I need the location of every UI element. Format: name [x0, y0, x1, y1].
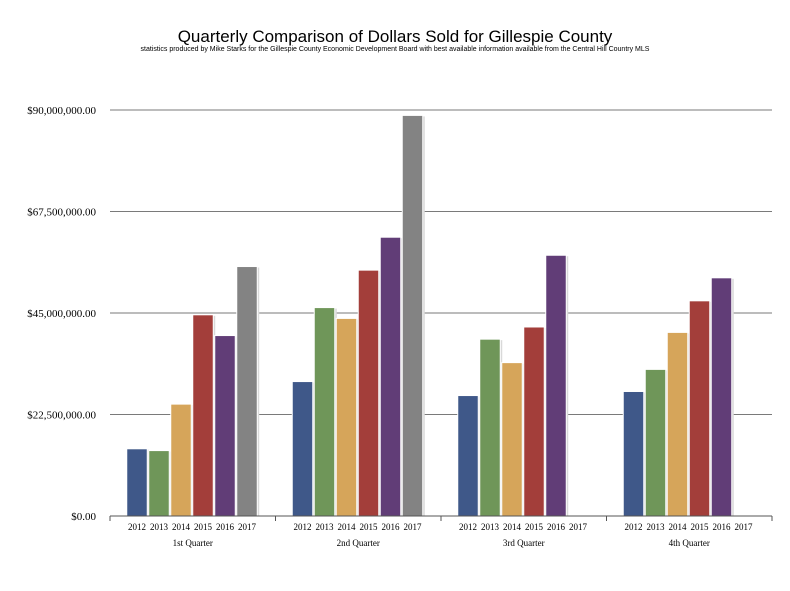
bar: [148, 450, 170, 517]
y-tick-label: $90,000,000.00: [27, 105, 96, 117]
bar: [666, 331, 689, 517]
series-tick-label: 2014: [338, 522, 357, 532]
bar: [170, 403, 192, 517]
y-tick-label: $22,500,000.00: [27, 410, 96, 422]
series-tick-label: 2017: [404, 522, 423, 532]
chart-subtitle: statistics produced by Mike Starks for t…: [140, 46, 650, 53]
series-tick-label: 2014: [503, 522, 522, 532]
category-label: 1st Quarter: [173, 538, 213, 548]
series-tick-label: 2016: [216, 522, 235, 532]
series-tick-label: 2016: [713, 522, 732, 532]
bar: [523, 326, 545, 517]
bar: [688, 300, 711, 517]
series-tick-label: 2013: [316, 522, 335, 532]
bar: [479, 338, 501, 517]
bar: [214, 335, 236, 517]
series-tick-label: 2015: [194, 522, 213, 532]
series-tick-label: 2012: [459, 522, 477, 532]
category-label: 4th Quarter: [669, 538, 710, 548]
series-tick-label: 2012: [128, 522, 146, 532]
series-tick-label: 2017: [569, 522, 588, 532]
y-axis-ticks: $0.00 $22,500,000.00 $45,000,000.00 $67,500…: [27, 105, 96, 523]
y-tick-label: $45,000,000.00: [27, 308, 96, 320]
series-tick-label: 2013: [481, 522, 500, 532]
bar: [644, 368, 667, 517]
bar: [379, 236, 402, 517]
bar: [126, 448, 148, 517]
series-tick-label: 2012: [625, 522, 643, 532]
bar: [357, 269, 380, 517]
bar: [457, 395, 479, 517]
bar: [710, 277, 733, 517]
series-tick-label: 2016: [382, 522, 401, 532]
category-label: 2nd Quarter: [337, 538, 380, 548]
bar: [291, 381, 314, 517]
series-tick-label: 2013: [150, 522, 169, 532]
x-axis: [109, 515, 773, 521]
series-tick-label: 2017: [238, 522, 257, 532]
series-tick-label: 2017: [735, 522, 754, 532]
series-tick-label: 2013: [647, 522, 666, 532]
bar: [313, 307, 336, 517]
series-tick-label: 2014: [669, 522, 688, 532]
bars: [126, 114, 734, 517]
y-tick-label: $0.00: [71, 511, 96, 523]
series-tick-label: 2015: [691, 522, 710, 532]
series-tick-label: 2012: [294, 522, 312, 532]
series-tick-label: 2015: [525, 522, 544, 532]
bar: [335, 317, 358, 517]
series-tick-label: 2015: [360, 522, 379, 532]
bar: [622, 390, 645, 517]
bar: [501, 362, 523, 517]
category-label: 3rd Quarter: [503, 538, 545, 548]
bar: [236, 266, 258, 517]
y-tick-label: $67,500,000.00: [27, 207, 96, 219]
series-tick-label: 2016: [547, 522, 566, 532]
series-tick-label: 2014: [172, 522, 191, 532]
chart-title: Quarterly Comparison of Dollars Sold for…: [177, 27, 613, 46]
bar: [545, 254, 567, 517]
bar: [401, 114, 424, 517]
bar: [192, 314, 214, 517]
